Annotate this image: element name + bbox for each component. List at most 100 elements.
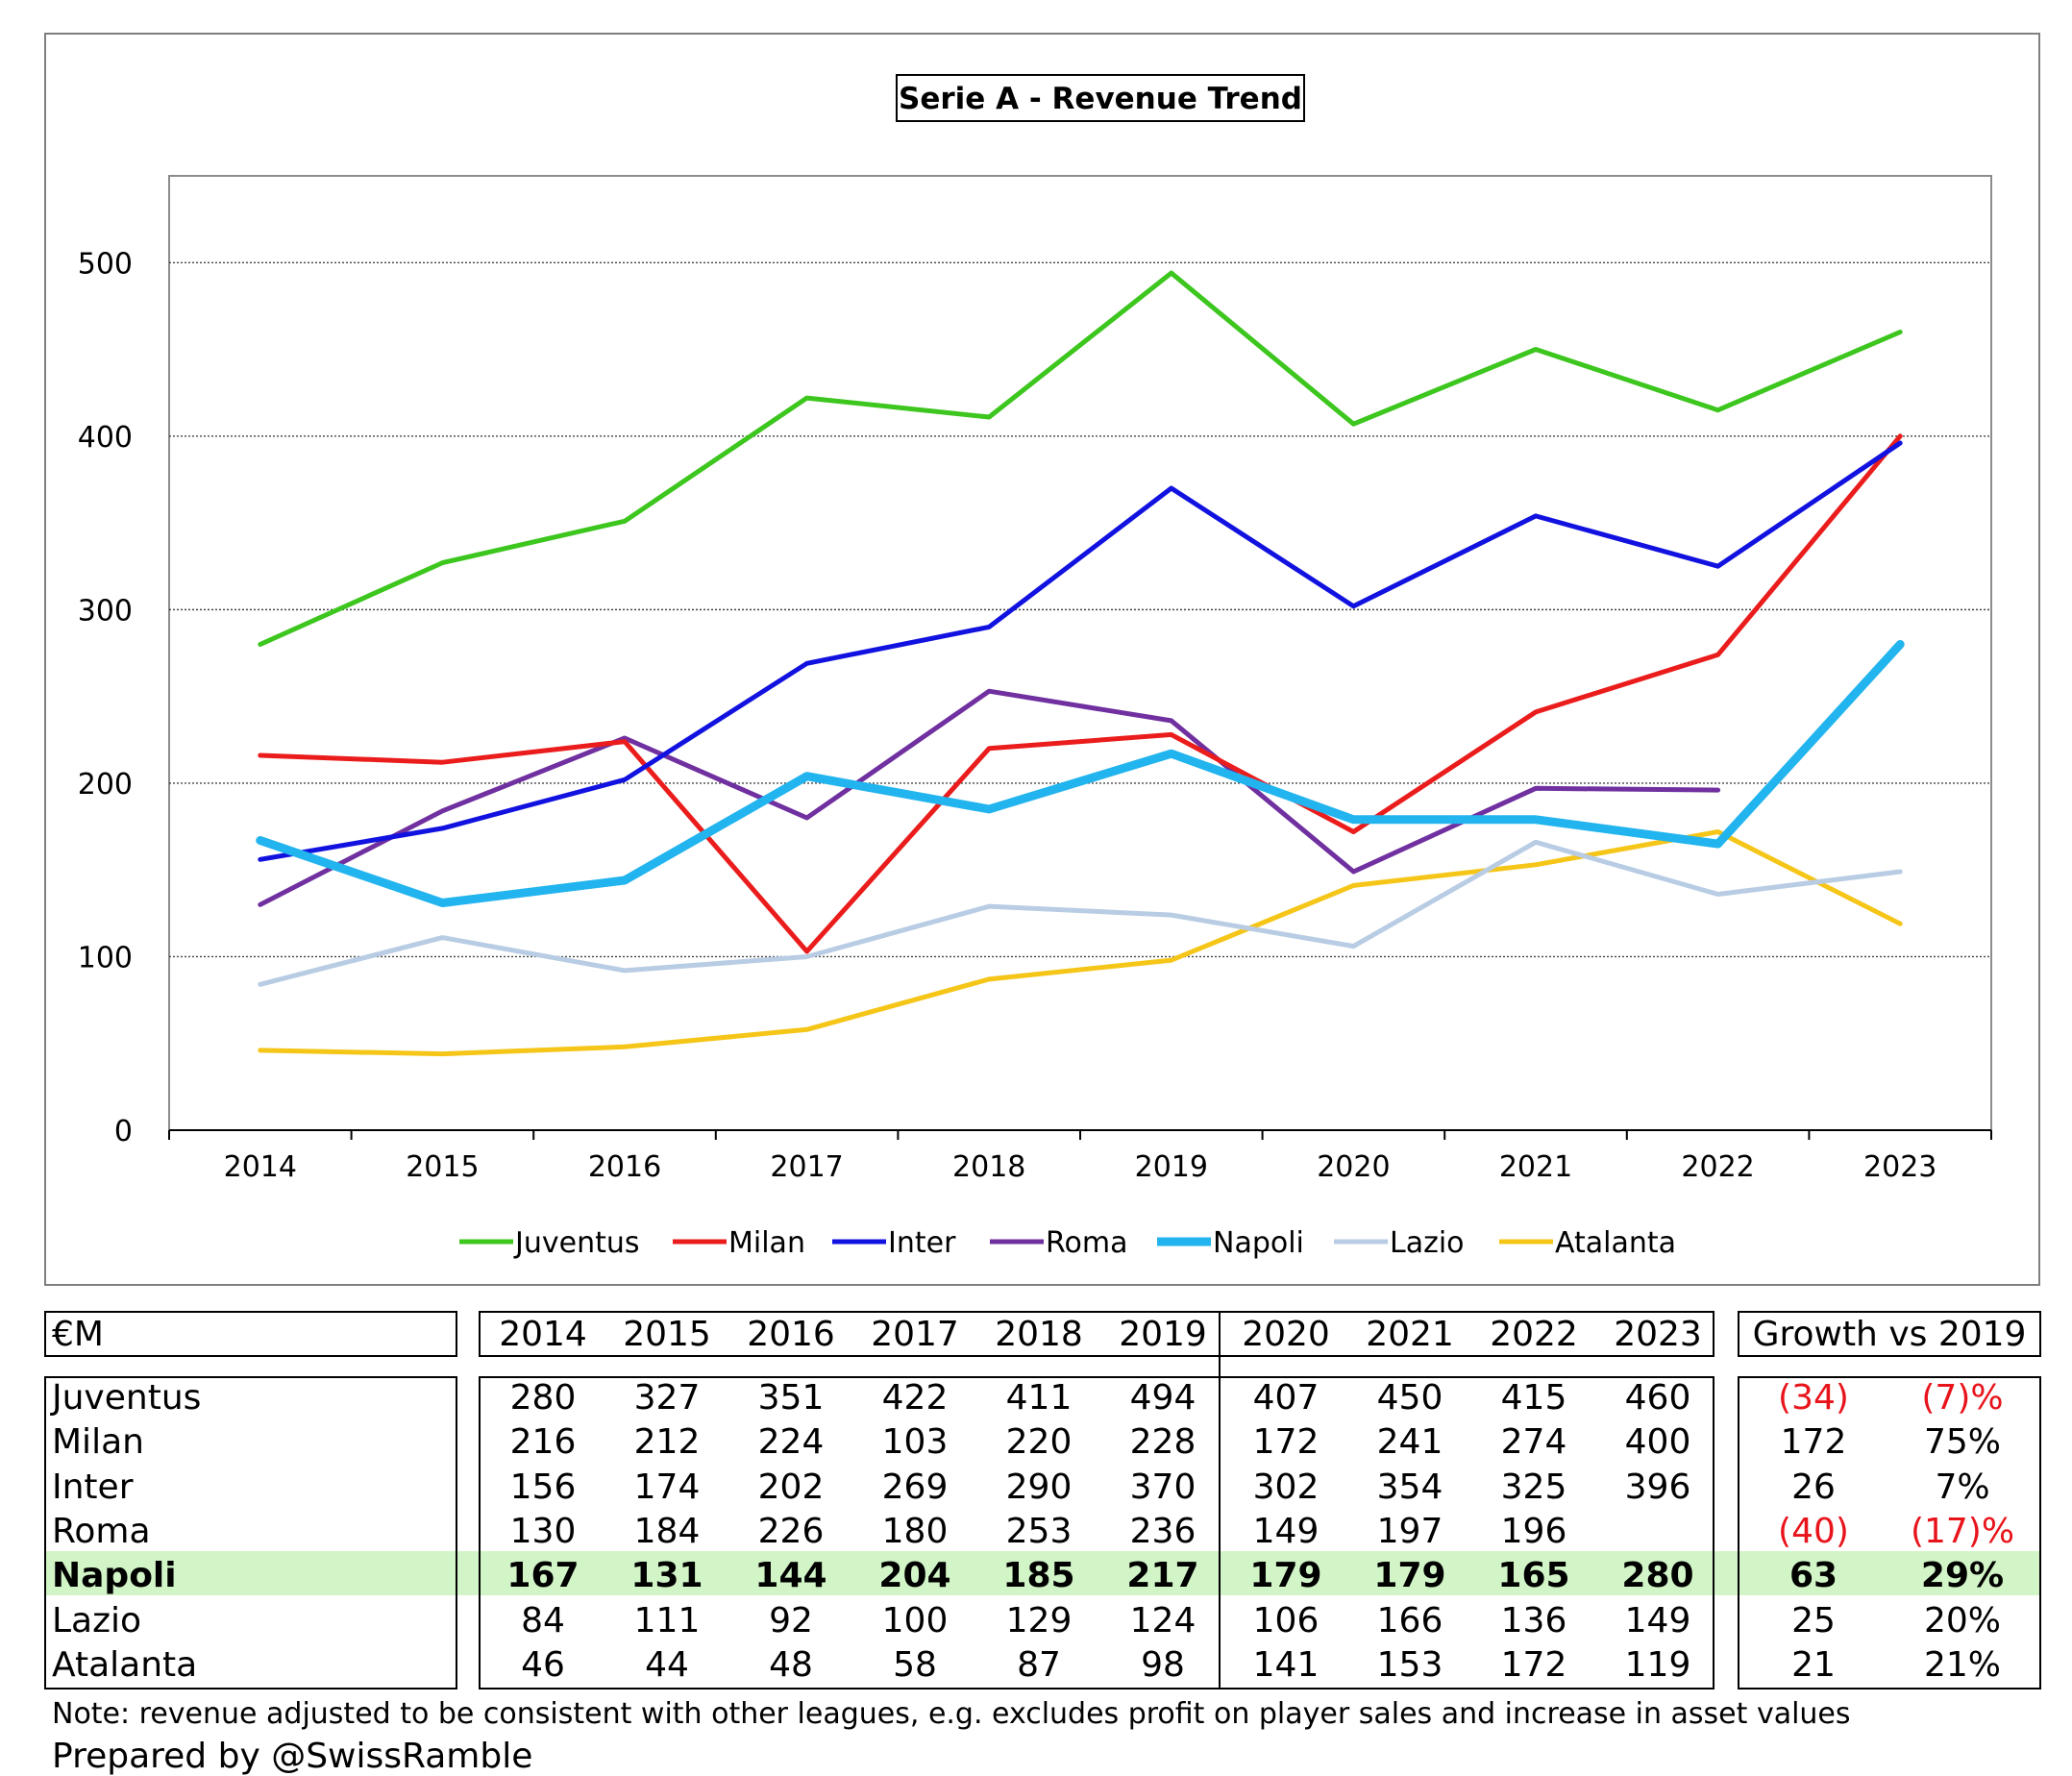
growth-pct-roma: (17)% [1910,1511,2015,1551]
value-juventus-2020: 407 [1252,1378,1320,1418]
value-milan-2021: 241 [1376,1422,1443,1463]
value-atalanta-2016: 48 [769,1644,813,1685]
x-tick-label-2019: 2019 [1135,1150,1208,1184]
growth-pct-atalanta: 21% [1923,1644,2001,1685]
growth-abs-milan: 172 [1780,1422,1847,1463]
value-inter-2020: 302 [1252,1467,1320,1507]
value-napoli-2014: 167 [506,1556,580,1596]
series-line-juventus [258,270,1903,647]
value-roma-2015: 184 [633,1511,701,1551]
value-atalanta-2023: 119 [1624,1644,1691,1685]
value-napoli-2021: 179 [1373,1556,1446,1596]
value-lazio-2014: 84 [521,1600,565,1640]
value-milan-2022: 274 [1500,1422,1567,1463]
club-name-lazio: Lazio [52,1600,142,1640]
club-name-atalanta: Atalanta [52,1644,198,1685]
club-name-napoli: Napoli [52,1556,177,1596]
y-tick-label-100: 100 [78,941,133,974]
series-line-lazio [258,839,1903,987]
value-atalanta-2015: 44 [645,1644,689,1685]
series-line-milan [258,433,1903,954]
legend-label-roma: Roma [1046,1226,1127,1260]
value-milan-2014: 216 [509,1422,577,1463]
x-tick-label-2023: 2023 [1863,1150,1936,1184]
value-roma-2019: 236 [1129,1511,1196,1551]
x-tick-label-2016: 2016 [588,1150,661,1184]
value-milan-2015: 212 [633,1422,701,1463]
value-inter-2023: 396 [1624,1467,1691,1507]
chart-frame [44,33,2040,1286]
club-name-juventus: Juventus [52,1378,202,1418]
series-line-napoli [256,640,1905,907]
year-header-2015: 2015 [623,1315,711,1354]
club-name-roma: Roma [52,1511,151,1551]
value-napoli-2017: 204 [878,1556,951,1596]
value-inter-2018: 290 [1005,1467,1073,1507]
year-header-2022: 2022 [1490,1315,1578,1354]
value-lazio-2020: 106 [1252,1600,1320,1640]
value-milan-2016: 224 [757,1422,825,1463]
y-tick-label-400: 400 [78,421,133,455]
value-lazio-2022: 136 [1500,1600,1567,1640]
value-lazio-2015: 111 [633,1600,701,1640]
value-lazio-2018: 129 [1005,1600,1073,1640]
x-tick-label-2015: 2015 [406,1150,479,1184]
value-juventus-2015: 327 [633,1378,701,1418]
value-juventus-2023: 460 [1624,1378,1691,1418]
year-header-2016: 2016 [747,1315,835,1354]
year-header-2014: 2014 [499,1315,587,1354]
y-tick-label-200: 200 [78,768,133,802]
value-juventus-2014: 280 [509,1378,577,1418]
x-tick-label-2021: 2021 [1499,1150,1572,1184]
year-header-2017: 2017 [871,1315,959,1354]
value-lazio-2017: 100 [881,1600,949,1640]
value-juventus-2016: 351 [757,1378,825,1418]
value-lazio-2023: 149 [1624,1600,1691,1640]
year-header-2020: 2020 [1242,1315,1330,1354]
value-roma-2018: 253 [1005,1511,1073,1551]
x-tick-label-2017: 2017 [770,1150,843,1184]
credit-line: Prepared by @SwissRamble [52,1737,533,1776]
club-name-milan: Milan [52,1422,144,1463]
growth-abs-juventus: (34) [1778,1378,1849,1418]
value-juventus-2018: 411 [1005,1378,1073,1418]
value-napoli-2015: 131 [630,1556,703,1596]
revenue-line-chart: 0 100 200 300 400 500 2014 2015 2016 2017 2018 2019… [78,74,1992,1260]
legend-label-lazio: Lazio [1390,1226,1465,1260]
unit-header-box [44,1311,457,1357]
value-napoli-2019: 217 [1126,1556,1199,1596]
growth-pct-milan: 75% [1923,1422,2001,1463]
value-roma-2020: 149 [1252,1511,1320,1551]
chart-title-box [896,74,1305,122]
clubs-body-box [44,1376,457,1690]
growth-abs-lazio: 25 [1791,1600,1836,1640]
values-body-box [479,1376,1714,1690]
value-roma-2017: 180 [881,1511,949,1551]
legend-label-atalanta: Atalanta [1555,1226,1676,1260]
series-line-inter [258,440,1903,862]
value-napoli-2022: 165 [1497,1556,1570,1596]
growth-pct-lazio: 20% [1923,1600,2001,1640]
growth-pct-napoli: 29% [1920,1556,2005,1596]
value-lazio-2016: 92 [769,1600,813,1640]
value-atalanta-2020: 141 [1252,1644,1320,1685]
value-atalanta-2019: 98 [1141,1644,1185,1685]
series-line-atalanta [258,829,1903,1057]
value-lazio-2021: 166 [1376,1600,1443,1640]
unit-label: €M [52,1315,104,1354]
growth-abs-roma: (40) [1778,1511,1849,1551]
growth-abs-atalanta: 21 [1791,1644,1836,1685]
year-header-2019: 2019 [1119,1315,1207,1354]
value-inter-2015: 174 [633,1467,701,1507]
value-roma-2014: 130 [509,1511,577,1551]
x-tick-label-2022: 2022 [1681,1150,1754,1184]
legend-label-napoli: Napoli [1213,1226,1304,1260]
growth-header-box [1738,1311,2041,1357]
footnote: Note: revenue adjusted to be consistent … [52,1697,1851,1731]
chart-title: Serie A - Revenue Trend [899,82,1302,116]
y-tick-label-0: 0 [114,1115,133,1148]
value-inter-2017: 269 [881,1467,949,1507]
value-inter-2016: 202 [757,1467,825,1507]
growth-pct-juventus: (7)% [1921,1378,2004,1418]
value-milan-2017: 103 [881,1422,949,1463]
